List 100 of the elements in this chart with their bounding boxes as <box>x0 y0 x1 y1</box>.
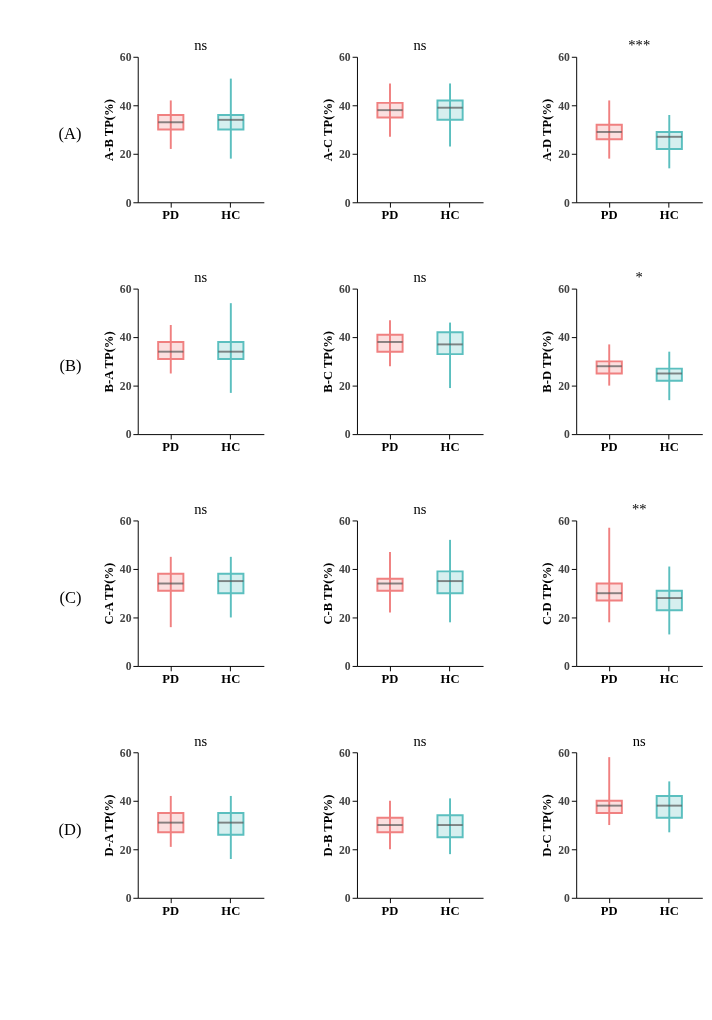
y-axis-title: D-B TP(%) <box>321 794 336 857</box>
x-tick-label: HC <box>221 208 241 223</box>
y-tick-label: 40 <box>558 99 571 113</box>
y-tick-label: 20 <box>558 379 571 393</box>
y-tick-label: 20 <box>119 611 132 625</box>
y-axis-title: B-D TP(%) <box>540 330 555 393</box>
y-tick-label: 20 <box>339 148 351 162</box>
x-tick-label: PD <box>600 440 618 455</box>
y-tick-label: 60 <box>558 51 571 65</box>
y-tick-label: 40 <box>339 331 351 345</box>
x-tick-label: HC <box>221 440 241 455</box>
text: ns <box>413 268 427 285</box>
x-tick-label: PD <box>600 903 618 918</box>
text: (C) <box>59 587 82 607</box>
text: ns <box>413 732 427 749</box>
y-tick-label: 0 <box>564 428 571 442</box>
y-tick-label: 0 <box>564 196 571 210</box>
y-tick-label: 60 <box>558 282 571 296</box>
y-axis-title: D-C TP(%) <box>540 794 555 857</box>
y-tick-label: 60 <box>119 282 132 296</box>
y-tick-label: 20 <box>339 843 351 857</box>
y-tick-label: 40 <box>119 99 132 113</box>
y-tick-label: 0 <box>344 428 351 442</box>
y-tick-label: 0 <box>564 892 571 906</box>
y-tick-label: 0 <box>344 892 351 906</box>
y-tick-label: 20 <box>339 611 351 625</box>
y-tick-label: 20 <box>119 379 132 393</box>
y-tick-label: 40 <box>119 795 132 809</box>
x-tick-label: HC <box>440 208 460 223</box>
text: ns <box>632 732 647 749</box>
y-axis-title: A-C TP(%) <box>321 98 336 162</box>
x-tick-label: PD <box>162 440 180 455</box>
y-tick-label: 0 <box>344 196 351 210</box>
x-tick-label: PD <box>381 440 399 455</box>
y-tick-label: 40 <box>119 563 132 577</box>
y-axis-title: D-A TP(%) <box>102 794 117 857</box>
x-tick-label: HC <box>440 440 460 455</box>
text: ns <box>413 500 427 517</box>
text: ns <box>194 268 208 285</box>
x-tick-label: HC <box>659 671 679 686</box>
y-tick-label: 40 <box>558 331 571 345</box>
text: ns <box>194 36 208 53</box>
y-tick-label: 60 <box>558 514 571 528</box>
y-tick-label: 20 <box>558 611 571 625</box>
x-tick-label: HC <box>440 671 460 686</box>
y-axis-title: C-B TP(%) <box>321 562 336 625</box>
y-tick-label: 20 <box>558 148 571 162</box>
y-axis-title: A-D TP(%) <box>540 98 555 162</box>
y-tick-label: 20 <box>119 843 132 857</box>
y-tick-label: 60 <box>339 282 351 296</box>
y-tick-label: 0 <box>125 892 132 906</box>
y-tick-label: 0 <box>125 428 132 442</box>
text: *** <box>628 36 651 53</box>
x-tick-label: PD <box>381 903 399 918</box>
y-tick-label: 0 <box>564 660 571 674</box>
y-tick-label: 40 <box>558 563 571 577</box>
text: (A) <box>58 124 82 144</box>
x-tick-label: PD <box>381 671 399 686</box>
x-tick-label: HC <box>659 208 679 223</box>
x-tick-label: HC <box>221 671 241 686</box>
text: ns <box>194 732 208 749</box>
y-tick-label: 60 <box>339 746 351 760</box>
y-axis-title: C-D TP(%) <box>540 562 555 625</box>
y-tick-label: 0 <box>125 196 132 210</box>
text: ** <box>631 500 647 517</box>
x-tick-label: HC <box>221 903 241 918</box>
x-tick-label: HC <box>659 440 679 455</box>
y-tick-label: 40 <box>339 99 351 113</box>
y-axis-title: A-B TP(%) <box>102 99 117 161</box>
y-axis-title: B-C TP(%) <box>321 330 336 393</box>
y-tick-label: 40 <box>558 795 571 809</box>
y-tick-label: 0 <box>125 660 132 674</box>
y-tick-label: 60 <box>119 51 132 65</box>
text: * <box>635 268 643 285</box>
y-tick-label: 60 <box>339 514 351 528</box>
text: (B) <box>59 356 82 376</box>
x-tick-label: HC <box>440 903 460 918</box>
y-tick-label: 40 <box>339 563 351 577</box>
y-tick-label: 20 <box>119 148 132 162</box>
x-tick-label: PD <box>381 208 399 223</box>
y-tick-label: 40 <box>119 331 132 345</box>
x-tick-label: PD <box>600 208 618 223</box>
x-tick-label: PD <box>162 208 180 223</box>
y-tick-label: 20 <box>558 843 571 857</box>
y-tick-label: 0 <box>344 660 351 674</box>
x-tick-label: PD <box>162 903 180 918</box>
y-tick-label: 60 <box>339 51 351 65</box>
y-axis-title: B-A TP(%) <box>102 331 117 393</box>
text: ns <box>194 500 208 517</box>
y-axis-title: C-A TP(%) <box>102 562 117 625</box>
y-tick-label: 40 <box>339 795 351 809</box>
y-tick-label: 20 <box>339 379 351 393</box>
text: ns <box>413 36 427 53</box>
x-tick-label: HC <box>659 903 679 918</box>
y-tick-label: 60 <box>119 514 132 528</box>
y-tick-label: 60 <box>558 746 571 760</box>
y-tick-label: 60 <box>119 746 132 760</box>
text: (D) <box>58 819 82 839</box>
x-tick-label: PD <box>162 671 180 686</box>
x-tick-label: PD <box>600 671 618 686</box>
